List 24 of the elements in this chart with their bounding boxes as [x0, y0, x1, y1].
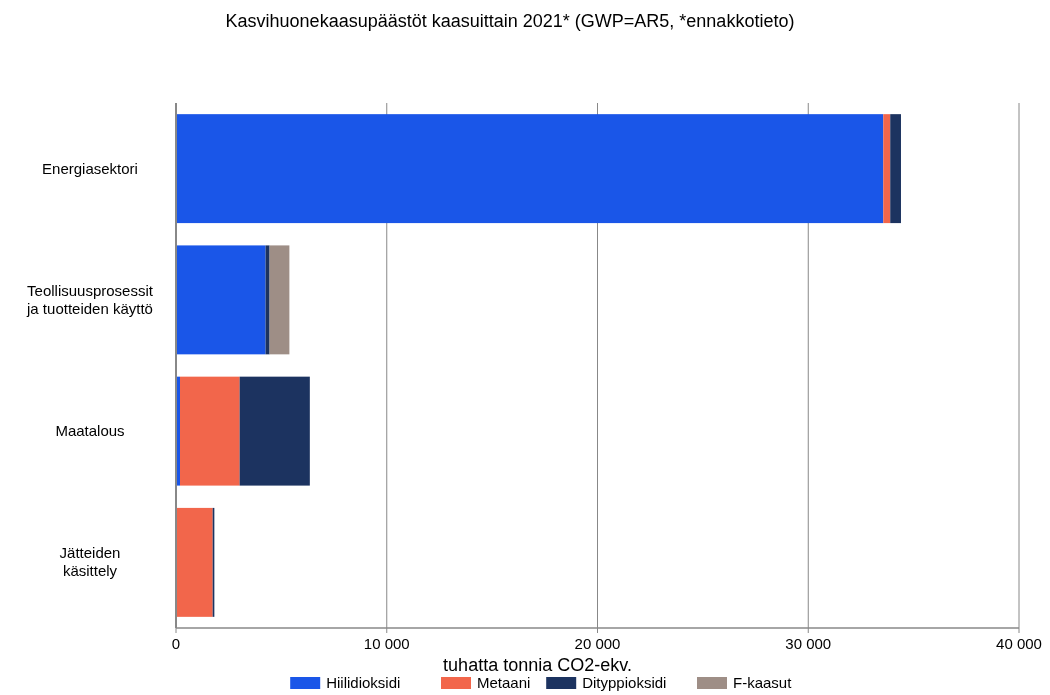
bar: [265, 245, 270, 355]
x-tick-label: 30 000: [785, 635, 832, 652]
y-tick-label: Jätteiden käsittely: [59, 544, 121, 580]
y-tick-label: Energiasektori: [42, 159, 138, 177]
bar: [890, 114, 901, 224]
x-tick-label: 0: [171, 635, 181, 652]
bar: [883, 114, 891, 224]
y-tick-label: Maatalous: [55, 422, 125, 440]
bar: [239, 376, 310, 486]
x-tick-label: 10 000: [363, 635, 410, 652]
chart-title: Kasvihuonekaasupäästöt kaasuittain 2021* (GWP=AR5, *ennakkotieto): [225, 11, 795, 31]
bar: [180, 376, 240, 486]
legend-label: Metaani: [477, 674, 531, 691]
legend-label: F-kaasut: [733, 674, 793, 691]
bar: [176, 507, 213, 617]
x-axis-title: tuhatta tonnia CO2-ekv.: [443, 655, 632, 675]
bar: [269, 245, 290, 355]
x-tick-label: 40 000: [996, 635, 1042, 652]
bar: [176, 114, 884, 224]
legend-label: Hiilidioksidi: [326, 674, 401, 691]
bar: [176, 245, 266, 355]
y-tick-label: Teollisuusprosessit ja tuotteiden käyttö: [26, 281, 154, 317]
legend-label: Dityppioksidi: [582, 674, 667, 691]
x-tick-label: 20 000: [574, 635, 621, 652]
